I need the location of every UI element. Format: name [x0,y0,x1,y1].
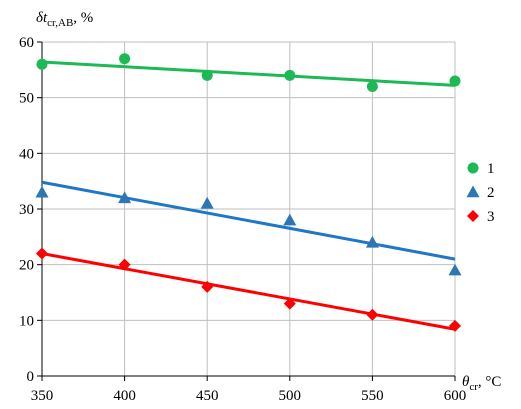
data-points [35,53,462,332]
tick-labels: 0 10 20 30 40 50 60 350 400 450 500 550 600 [19,35,466,404]
legend: 1 2 3 [466,161,495,225]
data-point-series-1 [119,53,131,65]
x-tick-label: 500 [279,388,302,404]
data-point-series-3 [366,308,379,321]
svg-text:δtcr,AB, %: δtcr,AB, % [36,10,93,29]
data-point-series-3 [201,280,214,293]
data-point-series-2 [283,213,297,226]
data-point-series-2 [118,191,132,204]
x-tick-label: 600 [444,388,467,404]
legend-label-1: 1 [487,161,495,177]
data-point-series-2 [35,185,49,198]
legend-label-2: 2 [487,185,495,201]
y-tick-label: 50 [19,91,34,107]
data-point-series-3 [283,297,296,310]
trend-line-series-3 [41,252,456,331]
y-axis-title: δtcr,AB, % [36,10,93,29]
grid [42,41,456,376]
data-point-series-2 [365,235,379,248]
data-point-series-3 [36,247,48,260]
x-axis-title-main: θ [462,374,470,390]
x-axis-title-unit: , °C [478,374,502,390]
data-point-series-1 [201,69,213,81]
trend-lines [41,60,456,331]
y-axis-title-sub: cr,AB [47,17,73,29]
data-point-series-3 [449,319,461,332]
data-point-series-1 [449,75,461,87]
data-point-series-2 [200,196,214,209]
legend-marker-1 [467,162,479,174]
x-tick-label: 550 [361,388,384,404]
svg-text:θcr, °C: θcr, °C [462,374,501,393]
legend-marker-2 [466,185,480,198]
y-tick-label: 30 [19,202,34,218]
legend-marker-3 [467,210,479,222]
y-axis-title-unit: , % [73,10,93,26]
y-tick-label: 60 [19,35,34,51]
data-point-series-1 [284,69,296,81]
data-point-series-3 [118,258,131,271]
data-point-series-1 [36,58,48,70]
x-axis-title-sub: cr [469,381,478,393]
y-tick-label: 10 [19,313,34,329]
y-tick-label: 0 [27,369,35,385]
x-tick-label: 450 [196,388,219,404]
y-tick-label: 20 [19,258,34,274]
trend-line-series-1 [41,60,456,87]
y-axis-title-main: δt [36,10,48,26]
x-axis-title: θcr, °C [462,374,501,393]
data-point-series-1 [366,81,378,93]
legend-label-3: 3 [487,209,495,225]
trend-line-series-2 [41,180,456,261]
x-tick-label: 400 [113,388,136,404]
axes [37,41,456,381]
data-point-series-2 [448,263,462,276]
x-tick-label: 350 [31,388,54,404]
y-tick-label: 40 [19,146,34,162]
